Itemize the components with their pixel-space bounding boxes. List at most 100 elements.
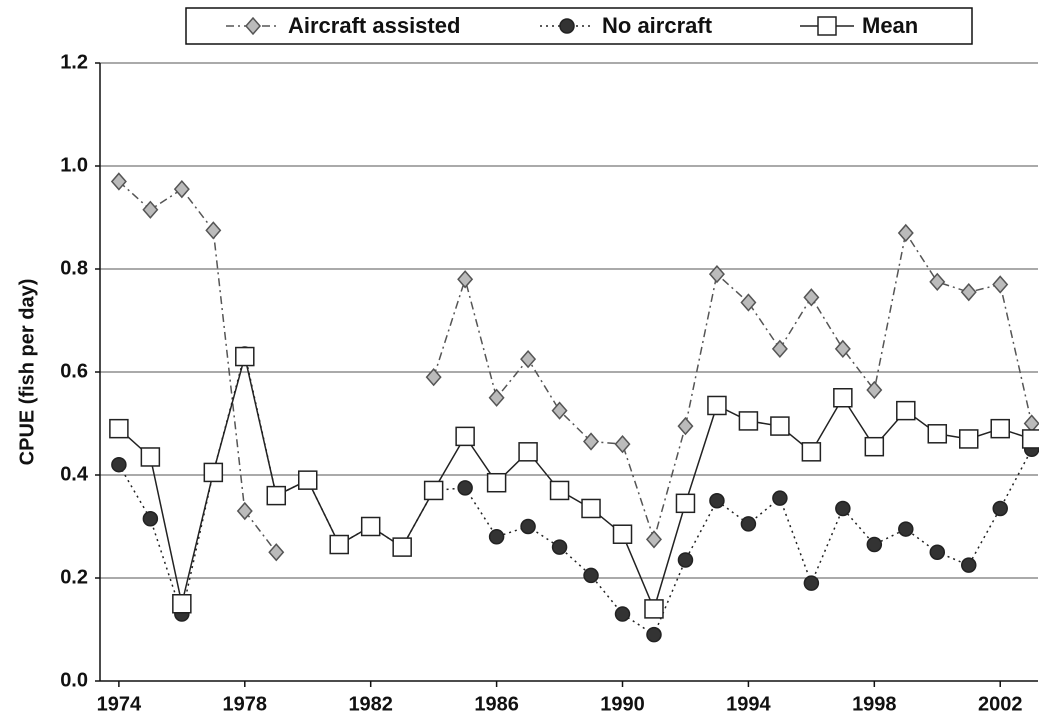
square-marker xyxy=(770,416,790,436)
diamond-marker xyxy=(866,380,883,400)
diamond-marker xyxy=(645,530,662,549)
circle-marker xyxy=(488,529,505,545)
diamond-marker xyxy=(551,401,568,420)
square-marker xyxy=(581,498,601,519)
diamond-marker xyxy=(929,272,946,292)
diamond-marker xyxy=(708,265,725,284)
circle-marker xyxy=(677,552,694,568)
square-marker xyxy=(990,418,1010,439)
square-marker xyxy=(235,346,255,367)
square-marker xyxy=(140,447,161,467)
circle-marker xyxy=(709,493,725,509)
circle-marker xyxy=(835,500,851,517)
square-marker xyxy=(297,470,318,490)
circle-marker xyxy=(111,456,127,473)
diamond-marker xyxy=(614,434,631,454)
diamond-marker xyxy=(205,221,222,240)
square-marker xyxy=(612,524,633,544)
diamond-marker xyxy=(771,339,788,358)
circle-marker xyxy=(866,536,883,553)
x-tick-label: 2002 xyxy=(978,693,1023,715)
circle-marker xyxy=(898,521,914,537)
circle-marker xyxy=(772,490,788,506)
y-tick-label: 1.0 xyxy=(60,154,88,176)
x-tick-label: 1986 xyxy=(474,693,519,715)
x-tick-label: 1982 xyxy=(348,693,393,715)
square-marker xyxy=(833,388,853,408)
series-line xyxy=(118,180,1033,553)
diamond-marker xyxy=(268,543,285,562)
square-marker xyxy=(172,594,192,614)
square-marker xyxy=(896,400,916,421)
circle-marker xyxy=(740,516,757,532)
square-marker xyxy=(801,442,822,462)
square-marker xyxy=(549,480,570,501)
square-marker xyxy=(203,462,224,483)
square-marker xyxy=(486,472,507,493)
diamond-marker xyxy=(897,223,914,243)
y-axis-label: CPUE (fish per day) xyxy=(16,279,38,466)
x-tick-label: 1978 xyxy=(223,693,268,715)
circle-marker xyxy=(992,500,1008,517)
diamond-marker xyxy=(583,432,600,451)
circle-marker xyxy=(457,480,473,496)
square-marker xyxy=(329,534,349,555)
diamond-marker xyxy=(457,270,474,289)
diamond-marker xyxy=(142,200,159,219)
diamond-marker xyxy=(520,349,537,369)
circle-marker xyxy=(142,511,159,527)
legend-label: No aircraft xyxy=(602,13,713,38)
square-marker xyxy=(455,426,475,447)
diamond-marker xyxy=(425,368,442,387)
diamond-marker xyxy=(1023,414,1039,433)
circle-marker xyxy=(646,626,662,643)
legend-label: Mean xyxy=(862,13,918,38)
y-tick-label: 0.8 xyxy=(60,257,88,279)
circle-marker xyxy=(803,575,820,591)
x-tick-label: 1974 xyxy=(97,693,142,715)
square-marker xyxy=(738,411,759,431)
x-tick-label: 1998 xyxy=(852,693,897,715)
square-marker xyxy=(392,537,412,557)
diamond-marker xyxy=(740,293,757,312)
circle-marker xyxy=(929,544,946,560)
y-tick-label: 0.4 xyxy=(60,463,89,485)
diamond-marker xyxy=(803,288,820,307)
square-marker xyxy=(644,599,664,619)
legend-marker xyxy=(559,18,575,34)
circle-marker xyxy=(614,606,631,622)
circle-marker xyxy=(520,518,536,535)
diamond-marker xyxy=(992,275,1009,294)
square-marker xyxy=(266,485,287,506)
y-tick-label: 0.6 xyxy=(60,360,88,382)
legend-marker xyxy=(245,16,261,36)
square-marker xyxy=(707,395,727,416)
square-marker xyxy=(423,480,444,501)
circle-marker xyxy=(583,567,599,584)
x-tick-label: 1994 xyxy=(726,693,771,715)
square-marker xyxy=(109,418,129,439)
diamond-marker xyxy=(110,172,127,191)
y-tick-label: 0.2 xyxy=(60,566,88,588)
square-marker xyxy=(927,424,948,444)
diamond-marker xyxy=(677,416,694,436)
square-marker xyxy=(1021,429,1039,449)
diamond-marker xyxy=(488,388,505,407)
circle-marker xyxy=(551,539,568,555)
series-line xyxy=(118,353,1033,636)
series-line xyxy=(118,356,1032,612)
x-tick-label: 1990 xyxy=(600,693,645,715)
diamond-marker xyxy=(960,283,977,302)
legend-label: Aircraft assisted xyxy=(288,13,460,38)
diamond-marker xyxy=(236,501,253,521)
square-marker xyxy=(360,516,381,537)
square-marker xyxy=(864,436,885,457)
y-tick-label: 0.0 xyxy=(60,669,88,691)
diamond-marker xyxy=(173,180,190,199)
y-tick-label: 1.2 xyxy=(60,51,88,73)
diamond-marker xyxy=(834,339,851,358)
legend-marker xyxy=(817,16,837,36)
circle-marker xyxy=(961,557,977,573)
